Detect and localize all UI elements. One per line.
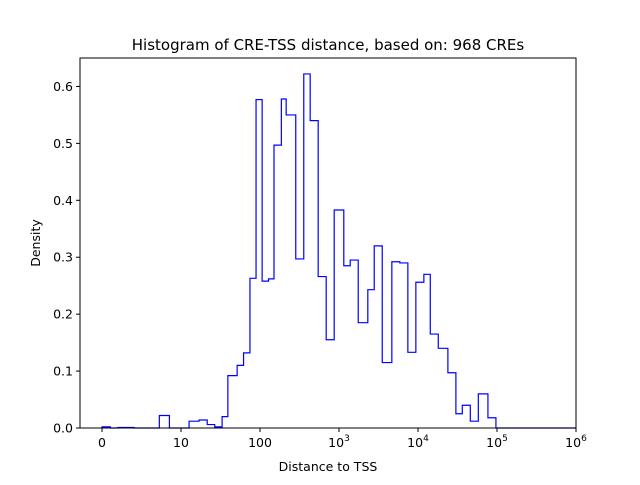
y-tick-label: 0.1 [53, 364, 73, 379]
y-tick-label: 0.2 [53, 307, 73, 322]
y-axis-ticks: 0.0 0.1 0.2 0.3 0.4 0.5 0.6 [53, 79, 80, 436]
x-tick-label: 100 [248, 435, 272, 450]
axes-frame [79, 57, 577, 429]
x-tick-label: 104 [407, 434, 429, 450]
histogram-step-line [101, 73, 576, 429]
x-tick-label: 106 [565, 434, 587, 450]
x-axis-ticks: 0 10 100 103 104 105 106 [98, 428, 587, 450]
y-tick-label: 0.4 [53, 193, 73, 208]
y-tick-label: 0.3 [53, 250, 73, 265]
y-tick-label: 0.6 [53, 79, 73, 94]
y-tick-label: 0.0 [53, 421, 73, 436]
x-tick-label: 0 [98, 435, 106, 450]
plot-area [101, 73, 576, 429]
y-axis-label: Density [28, 219, 43, 267]
x-axis-label: Distance to TSS [279, 459, 378, 474]
x-tick-label: 10 [173, 435, 189, 450]
y-tick-label: 0.5 [53, 136, 73, 151]
x-tick-label: 103 [328, 434, 350, 450]
x-tick-label: 105 [486, 434, 508, 450]
chart-title: Histogram of CRE-TSS distance, based on:… [132, 36, 525, 54]
